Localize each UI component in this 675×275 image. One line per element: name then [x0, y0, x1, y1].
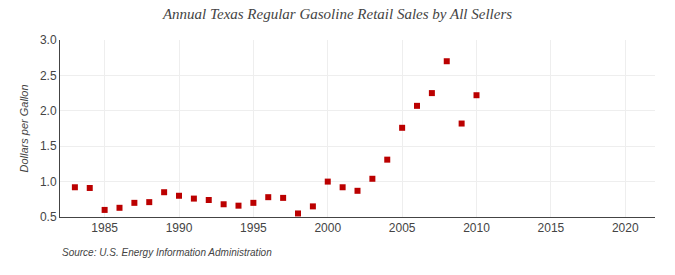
svg-text:2010: 2010	[463, 221, 490, 235]
svg-text:Annual Texas Regular Gasoline: Annual Texas Regular Gasoline Retail Sal…	[162, 6, 512, 22]
svg-text:1.0: 1.0	[40, 175, 57, 189]
svg-text:0.5: 0.5	[40, 210, 57, 224]
svg-text:1985: 1985	[91, 221, 118, 235]
svg-text:1990: 1990	[166, 221, 193, 235]
svg-text:Source: U.S. Energy Informatio: Source: U.S. Energy Information Administ…	[62, 247, 272, 258]
svg-text:Dollars per Gallon: Dollars per Gallon	[18, 84, 30, 172]
svg-text:2.5: 2.5	[40, 69, 57, 83]
svg-text:1995: 1995	[240, 221, 267, 235]
svg-text:2000: 2000	[314, 221, 341, 235]
svg-text:2.0: 2.0	[40, 104, 57, 118]
svg-text:2015: 2015	[538, 221, 565, 235]
svg-text:2005: 2005	[389, 221, 416, 235]
svg-text:1.5: 1.5	[40, 139, 57, 153]
svg-text:3.0: 3.0	[40, 33, 57, 47]
svg-text:2020: 2020	[612, 221, 639, 235]
